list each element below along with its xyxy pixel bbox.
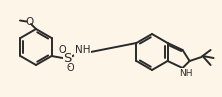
Text: NH: NH bbox=[179, 68, 192, 78]
Text: O: O bbox=[59, 45, 66, 55]
Text: S: S bbox=[63, 52, 72, 65]
Text: O: O bbox=[67, 63, 74, 73]
Text: NH: NH bbox=[75, 45, 90, 55]
Text: O: O bbox=[25, 17, 33, 27]
